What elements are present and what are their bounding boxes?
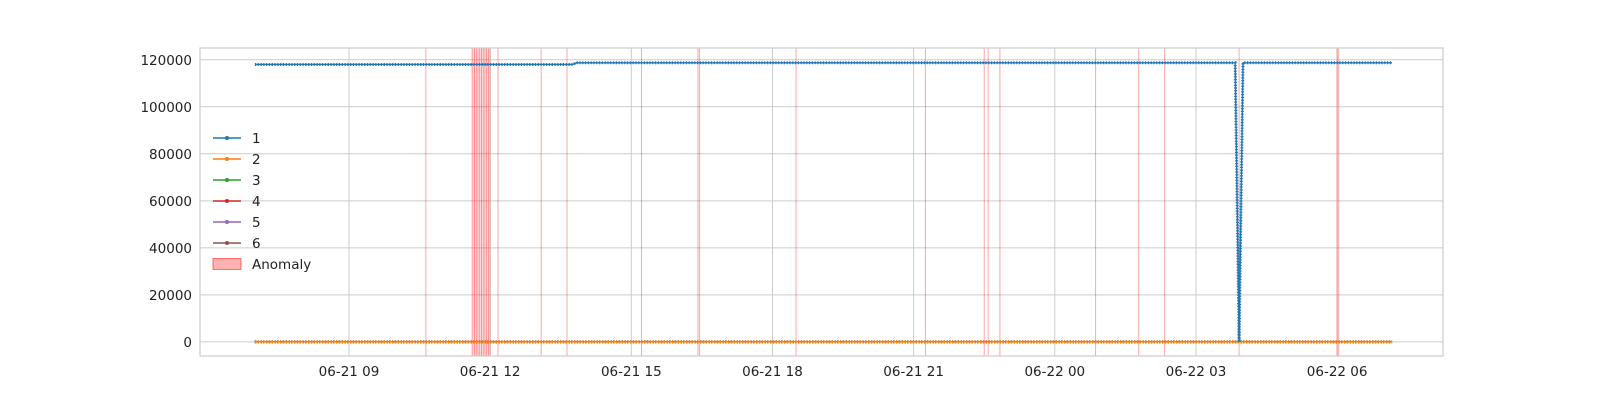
legend-label-2: 2 — [252, 152, 261, 168]
anomaly-bands — [425, 48, 1340, 356]
legend-label-3: 3 — [252, 173, 261, 189]
legend-label-4: 4 — [252, 194, 261, 210]
legend-marker-4 — [225, 199, 229, 203]
grid — [200, 48, 1443, 356]
legend-label-5: 5 — [252, 215, 261, 231]
x-tick-label: 06-21 18 — [742, 364, 803, 380]
legend-label-anomaly: Anomaly — [252, 257, 311, 273]
series-lines — [254, 61, 1393, 344]
x-tick-label: 06-21 12 — [460, 364, 521, 380]
x-tick-label: 06-21 09 — [319, 364, 380, 380]
x-tick-label: 06-22 03 — [1166, 364, 1227, 380]
x-tick-label: 06-22 06 — [1307, 364, 1368, 380]
y-axis-ticks: 0 20000 40000 60000 80000 100000 120000 — [140, 53, 192, 351]
x-tick-label: 06-21 15 — [601, 364, 662, 380]
y-tick-label: 20000 — [149, 288, 192, 304]
series-1-markers — [254, 61, 1393, 342]
x-tick-label: 06-21 21 — [883, 364, 944, 380]
legend-marker-3 — [225, 178, 229, 182]
legend-swatch-anomaly — [212, 258, 242, 270]
y-tick-label: 80000 — [149, 147, 192, 163]
legend-label-1: 1 — [252, 131, 261, 147]
legend: 1 2 3 4 5 6 Anomaly — [212, 131, 311, 273]
legend-marker-2 — [225, 157, 229, 161]
y-tick-label: 0 — [183, 335, 192, 351]
anomaly-band — [472, 48, 491, 356]
x-tick-label: 06-22 00 — [1024, 364, 1085, 380]
y-tick-label: 60000 — [149, 194, 192, 210]
legend-marker-5 — [225, 220, 229, 224]
y-tick-label: 40000 — [149, 241, 192, 257]
y-tick-label: 100000 — [140, 100, 192, 116]
legend-label-6: 6 — [252, 236, 261, 252]
plot-frame — [199, 47, 1444, 357]
x-axis-ticks: 06-21 09 06-21 12 06-21 15 06-21 18 06-21 21… — [319, 364, 1368, 380]
legend-marker-6 — [225, 241, 229, 245]
legend-marker-1 — [225, 136, 229, 140]
y-tick-label: 120000 — [140, 53, 192, 69]
